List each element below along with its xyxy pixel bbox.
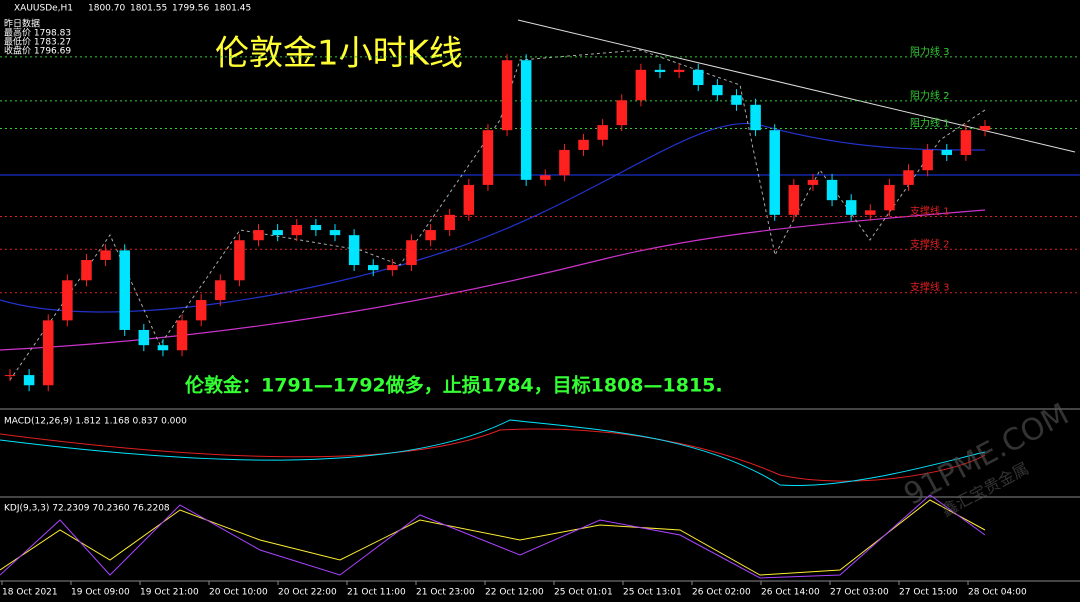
candle-body [845, 200, 857, 215]
ohlc-value: 1799.56 [172, 4, 209, 14]
candle-body [865, 210, 876, 215]
x-tick-label: 18 Oct 2021 [2, 588, 58, 598]
yesterday-row: 收盘价 1796.69 [4, 45, 71, 57]
candle-body [941, 149, 953, 156]
candle-body [406, 240, 417, 266]
candle-body [234, 240, 245, 281]
ohlc-value: 1800.70 [88, 4, 125, 14]
x-tick-label: 26 Oct 02:00 [692, 588, 751, 598]
candle-body [310, 224, 322, 231]
level-label: 支撑线 3 [910, 281, 950, 294]
candle-body [291, 224, 303, 236]
kdj-header: KDJ(9,3,3) 72.2309 70.2360 76.2208 [4, 504, 170, 514]
symbol: XAUUSDe,H1 [14, 4, 73, 14]
bollinger-band [9, 49, 986, 381]
candle-body [673, 69, 685, 73]
x-tick-label: 20 Oct 10:00 [209, 588, 268, 598]
candle-body [176, 320, 188, 351]
ohlc-value: 1801.45 [214, 4, 251, 14]
candle-body [444, 214, 455, 231]
x-tick-label: 28 Oct 04:00 [968, 588, 1027, 598]
x-tick-label: 19 Oct 21:00 [140, 588, 199, 598]
x-tick-label: 25 Oct 13:01 [623, 588, 682, 598]
macd-line [0, 419, 986, 487]
x-tick-label: 25 Oct 01:01 [554, 588, 613, 598]
chart-title: 伦敦金1小时K线 [215, 34, 463, 74]
level-label: 阻力线 2 [910, 89, 950, 102]
candle-body [387, 265, 398, 271]
candle-body [884, 184, 895, 211]
candle-body [922, 149, 933, 171]
candle-body [367, 265, 379, 271]
candle-body [425, 230, 436, 241]
x-tick-label: 27 Oct 03:00 [830, 588, 889, 598]
macd-signal [0, 428, 986, 482]
candle-body [157, 345, 169, 351]
candle-body [807, 179, 819, 185]
x-tick-label: 20 Oct 22:00 [278, 588, 337, 598]
annotation: 伦敦金：1791—1792做多，止损1784，目标1808—1815. [185, 374, 723, 397]
candle-body [348, 235, 360, 266]
x-tick-label: 21 Oct 23:00 [416, 588, 475, 598]
macd-header: MACD(12,26,9) 1.812 1.168 0.837 0.000 [4, 417, 187, 427]
kdj-line [0, 499, 986, 576]
ma-line [0, 209, 986, 351]
candle-body [692, 69, 704, 86]
candle-body [253, 230, 264, 241]
candle-body [62, 280, 73, 321]
candle-body [826, 179, 838, 201]
candle-body [81, 259, 92, 281]
kdj-line [0, 494, 986, 579]
candle-body [42, 320, 54, 386]
candle-body [520, 60, 532, 180]
candle-body [215, 280, 226, 301]
candle-body [23, 375, 35, 386]
candle-body [119, 250, 130, 330]
level-label: 阻力线 3 [910, 45, 950, 58]
x-tick-label: 26 Oct 14:00 [761, 588, 820, 598]
candle-body [750, 104, 761, 131]
candle-body [559, 149, 570, 176]
yesterday-row: 最低价 1783.27 [4, 36, 71, 48]
candle-body [712, 85, 723, 96]
x-tick-label: 27 Oct 15:00 [899, 588, 958, 598]
candle-body [138, 329, 150, 346]
candle-body [769, 130, 780, 215]
candle-body [463, 184, 475, 215]
candle-body [788, 184, 800, 215]
candle-body [4, 375, 16, 377]
ohlc-value: 1801.55 [130, 4, 167, 14]
candle-body [100, 250, 111, 260]
ma-line [0, 122, 986, 313]
candle-body [903, 170, 914, 185]
candle-body [597, 125, 608, 140]
candle-body [540, 175, 551, 180]
candle-body [501, 60, 513, 131]
candle-body [616, 100, 628, 126]
x-tick-label: 19 Oct 09:00 [71, 588, 130, 598]
candle-body [654, 69, 666, 73]
level-label: 支撑线 1 [910, 205, 950, 218]
level-label: 阻力线 1 [910, 117, 950, 130]
level-label: 支撑线 2 [910, 237, 950, 250]
x-tick-label: 22 Oct 12:00 [485, 588, 544, 598]
yesterday-heading: 昨日数据 [4, 18, 40, 30]
candle-body [635, 69, 647, 101]
candle-body [979, 125, 991, 131]
candle-body [578, 139, 589, 150]
candle-body [329, 230, 341, 236]
candle-body [272, 230, 283, 236]
candle-body [731, 95, 742, 105]
candle-body [960, 130, 972, 156]
x-tick-label: 21 Oct 11:00 [347, 588, 406, 598]
candle-body [482, 130, 494, 185]
candle-body [195, 300, 207, 321]
yesterday-row: 最高价 1798.83 [4, 27, 71, 39]
